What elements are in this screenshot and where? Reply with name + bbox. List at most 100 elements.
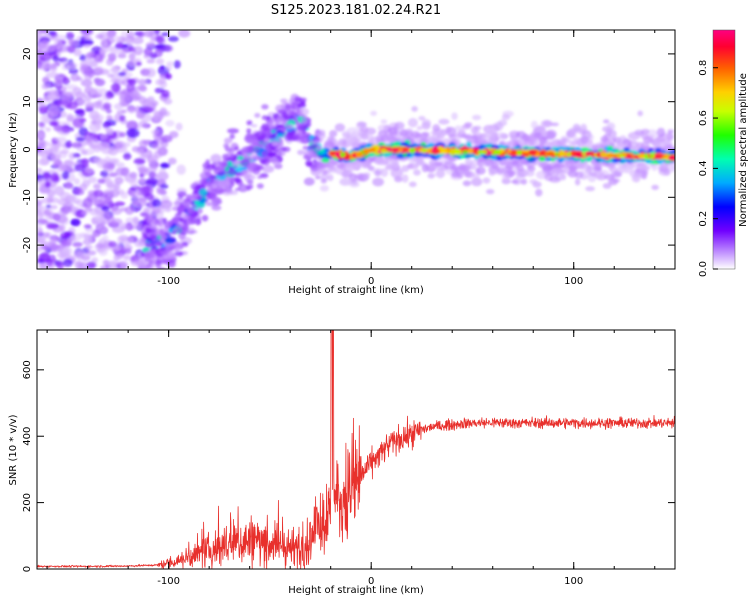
spectrogram-cell	[91, 115, 101, 121]
spectrogram-cell	[533, 132, 542, 139]
y-tick-label: -10	[22, 189, 33, 205]
spectrogram-cell	[145, 227, 152, 234]
spectrogram-cell	[62, 258, 73, 267]
spectrogram-cell	[170, 253, 177, 260]
spectrogram-cell	[516, 168, 529, 178]
spectrogram-cell	[88, 51, 95, 57]
spectrogram-cell	[418, 148, 423, 152]
spectrogram-cell	[558, 151, 569, 157]
spectrogram-cell	[132, 222, 144, 230]
spectrogram-cell	[100, 39, 108, 47]
spectrogram-cell	[108, 157, 120, 164]
spectrogram-cell	[334, 151, 340, 158]
spectrogram-cell	[45, 127, 51, 132]
spectrogram-cell	[526, 170, 535, 177]
spectrogram-cell	[461, 124, 471, 130]
spectrogram-cell	[229, 133, 235, 140]
spectrogram-cell	[272, 159, 280, 166]
spectrogram-cell	[390, 162, 398, 170]
spectrogram-cell	[128, 172, 138, 178]
spectrogram-cell	[606, 122, 616, 131]
spectrogram-cell	[141, 106, 154, 114]
spectrogram-cell	[151, 129, 159, 135]
spectrogram-cell	[151, 143, 161, 150]
spectrogram-cell	[297, 149, 305, 156]
spectrogram-cell	[350, 137, 359, 145]
spectrogram-cell	[172, 227, 178, 233]
spectrogram-cell	[315, 175, 321, 180]
x-tick-label: 100	[564, 276, 583, 287]
figure-title: S125.2023.181.02.24.R21	[271, 3, 441, 18]
spectrogram-cell	[227, 169, 237, 176]
spectrogram-cell	[606, 154, 614, 158]
spectrogram-cell	[46, 260, 53, 267]
spectrogram-cell	[43, 209, 51, 216]
spectrogram-cell	[134, 46, 143, 52]
spectrogram-cell	[402, 152, 408, 157]
spectrogram-cell	[42, 232, 50, 238]
spectrogram-cell	[235, 151, 243, 157]
spectrogram-cell	[649, 152, 655, 159]
spectrogram-cell	[98, 196, 111, 205]
spectrogram-cell	[210, 182, 218, 189]
spectrogram-cell	[43, 172, 50, 179]
spectrogram-cell	[361, 160, 372, 169]
spectrogram-cell	[611, 178, 621, 183]
spectrogram-cell	[609, 166, 618, 173]
spectrogram-cell	[38, 105, 48, 115]
spectrogram-cell	[97, 52, 106, 60]
spectrogram-cell	[115, 162, 125, 168]
spectrogram-cell	[126, 128, 140, 139]
spectrogram-cell	[73, 178, 80, 185]
spectrogram-cell	[62, 77, 70, 86]
spectrogram-cell	[345, 136, 353, 145]
spectrogram-cell	[161, 89, 170, 98]
spectrogram-cell	[164, 206, 172, 213]
spectrogram-cell	[137, 31, 145, 38]
spectrogram-cell	[493, 149, 502, 156]
spectrogram-cell	[185, 220, 192, 224]
spectrogram-cell	[491, 165, 500, 171]
spectrogram-cell	[600, 135, 609, 142]
spectrogram-cell	[153, 150, 163, 159]
spectrogram-cell	[544, 173, 554, 181]
spectrogram-cell	[133, 158, 146, 165]
spectrogram-cell	[427, 173, 435, 179]
spectrogram-cell	[81, 150, 88, 155]
x-tick-label: 0	[368, 576, 374, 587]
spectrogram-cell	[55, 136, 67, 143]
spectrogram-cell	[45, 72, 60, 78]
spectrogram-cell	[37, 212, 44, 220]
spectrogram-cell	[270, 129, 276, 134]
spectrogram-cell	[482, 177, 491, 184]
colorbar: 0.0 0.2 0.4 0.6 0.8 Normalized spectral ampl…	[698, 29, 749, 277]
spectrogram-cell	[247, 162, 258, 170]
spectrogram-cell	[320, 178, 327, 184]
spectrogram-cell	[137, 166, 148, 173]
spectrogram-cell	[106, 37, 115, 44]
spectrogram-cell	[475, 166, 486, 175]
spectrogram-cell	[108, 241, 117, 248]
spectrogram-cell	[196, 195, 202, 201]
spectrogram-cell	[40, 263, 47, 269]
spectrogram-cell	[224, 137, 233, 144]
spectrogram-cell	[151, 198, 162, 208]
spectrogram-cell	[261, 115, 269, 121]
spectrogram-cell	[521, 152, 530, 157]
spectrogram-cell	[287, 136, 296, 142]
spectrogram-cell	[53, 150, 63, 156]
spectrogram-cell	[261, 128, 273, 136]
spectrogram-cell	[362, 147, 371, 154]
spectrogram-cell	[41, 83, 50, 90]
spectrogram-cell	[622, 152, 627, 157]
spectrogram-cell	[73, 48, 82, 57]
spectrogram-cell	[377, 124, 388, 132]
spectrogram-cell	[61, 127, 71, 134]
spectrogram-cell	[322, 150, 329, 155]
spectrogram-cell	[294, 96, 302, 102]
spectrogram-cell	[167, 259, 176, 268]
spectrogram-cell	[454, 125, 462, 131]
spectrogram-cell	[248, 134, 258, 141]
spectrogram-cell	[37, 178, 48, 187]
